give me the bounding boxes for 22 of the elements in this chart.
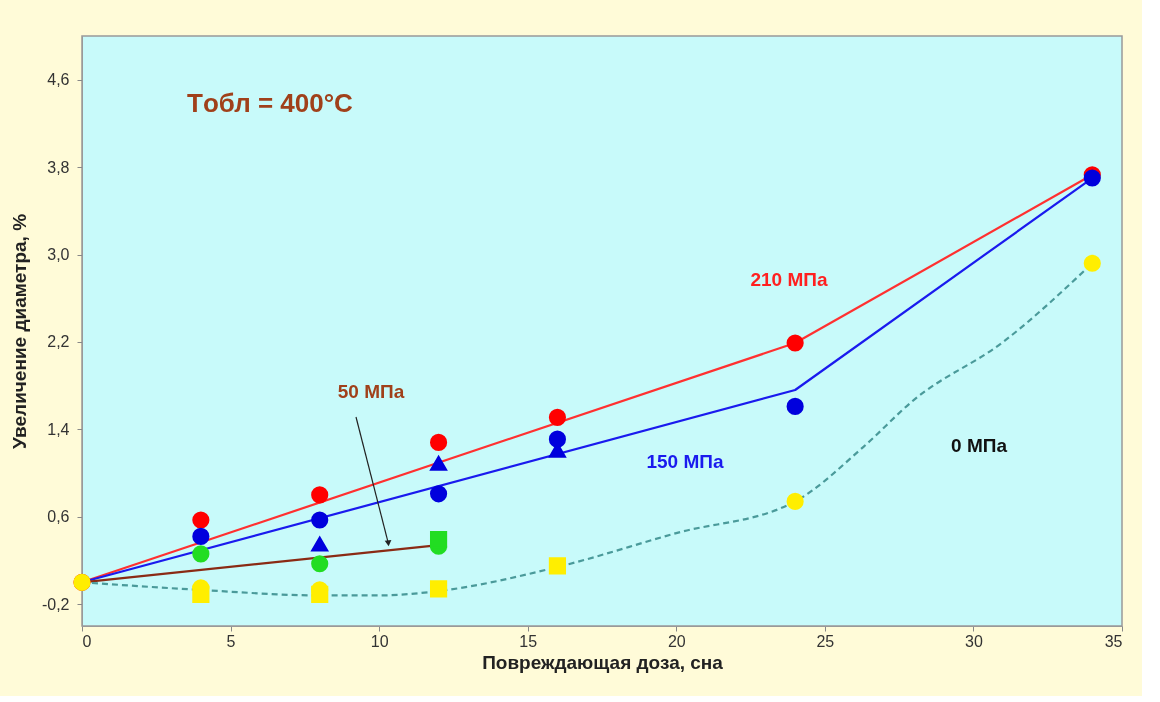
y-tick-label: 4,6 [47, 71, 70, 89]
x-axis-title: Повреждающая доза, сна [482, 651, 724, 673]
x-tick-label: 0 [82, 632, 92, 650]
annotation: Tобл = 400°C [187, 88, 354, 118]
y-tick-label: 3,0 [47, 246, 70, 264]
text: 50 МПа [337, 381, 405, 402]
y-tick-label: 0,6 [47, 508, 70, 526]
x-tick-label: 20 [667, 632, 686, 650]
text: 0 МПа [951, 435, 1008, 456]
x-tick-label: 35 [1104, 632, 1123, 650]
y-tick-label: 2,2 [47, 333, 70, 351]
y-tick-label: 3,8 [47, 158, 70, 176]
x-tick-label: 5 [226, 632, 236, 650]
x-tick-label: 10 [370, 632, 389, 650]
y-tick-label: 1,4 [47, 420, 70, 438]
x-tick-label: 15 [519, 632, 538, 650]
y-axis-title: Увеличение диаметра, % [8, 213, 30, 450]
y-tick-label: -0,2 [41, 595, 70, 613]
series-label: 210 МПа [750, 269, 828, 290]
x-tick-label: 25 [816, 632, 835, 650]
x-tick-label: 30 [965, 632, 983, 650]
series-label: 150 МПа [646, 451, 724, 472]
